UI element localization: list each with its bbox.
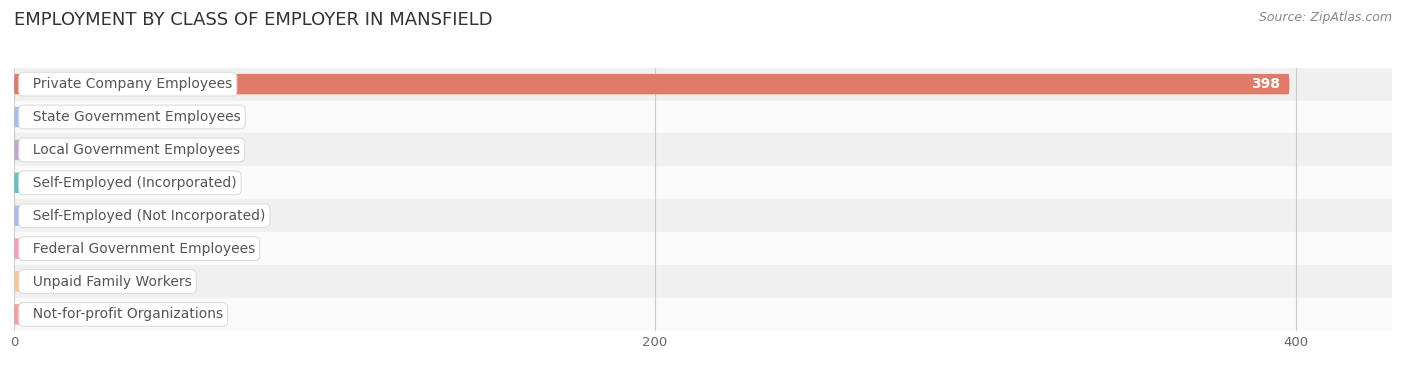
FancyBboxPatch shape: [14, 238, 39, 259]
Text: Local Government Employees: Local Government Employees: [24, 143, 239, 157]
Circle shape: [20, 274, 21, 289]
FancyBboxPatch shape: [14, 140, 101, 160]
Text: Unpaid Family Workers: Unpaid Family Workers: [24, 274, 191, 288]
Bar: [14, 265, 1392, 298]
Bar: [14, 101, 1392, 133]
Text: 27: 27: [117, 143, 134, 157]
Circle shape: [20, 142, 21, 158]
Circle shape: [20, 109, 21, 125]
Text: Federal Government Employees: Federal Government Employees: [24, 242, 254, 256]
Circle shape: [20, 307, 21, 322]
Bar: [14, 298, 1392, 331]
Text: Self-Employed (Incorporated): Self-Employed (Incorporated): [24, 176, 236, 190]
Bar: [14, 133, 1392, 167]
Bar: [14, 199, 1392, 232]
Text: 4: 4: [44, 274, 52, 288]
FancyBboxPatch shape: [14, 173, 84, 193]
Text: Private Company Employees: Private Company Employees: [24, 77, 232, 91]
Text: Not-for-profit Organizations: Not-for-profit Organizations: [24, 308, 222, 321]
Text: 3: 3: [39, 308, 48, 321]
Text: Source: ZipAtlas.com: Source: ZipAtlas.com: [1258, 11, 1392, 24]
FancyBboxPatch shape: [14, 206, 56, 226]
Circle shape: [20, 76, 21, 92]
Bar: [14, 167, 1392, 199]
Text: 8: 8: [56, 242, 65, 256]
Bar: [14, 232, 1392, 265]
FancyBboxPatch shape: [14, 304, 24, 324]
FancyBboxPatch shape: [14, 271, 27, 292]
Circle shape: [20, 241, 21, 256]
Text: EMPLOYMENT BY CLASS OF EMPLOYER IN MANSFIELD: EMPLOYMENT BY CLASS OF EMPLOYER IN MANSF…: [14, 11, 492, 29]
Text: Self-Employed (Not Incorporated): Self-Employed (Not Incorporated): [24, 209, 266, 223]
Text: 30: 30: [127, 110, 143, 124]
Text: 398: 398: [1251, 77, 1279, 91]
Text: 22: 22: [101, 176, 118, 190]
FancyBboxPatch shape: [14, 74, 1289, 94]
Text: 13: 13: [72, 209, 90, 223]
Text: State Government Employees: State Government Employees: [24, 110, 240, 124]
Circle shape: [20, 208, 21, 223]
FancyBboxPatch shape: [14, 107, 110, 127]
Bar: [14, 68, 1392, 101]
Circle shape: [20, 175, 21, 191]
